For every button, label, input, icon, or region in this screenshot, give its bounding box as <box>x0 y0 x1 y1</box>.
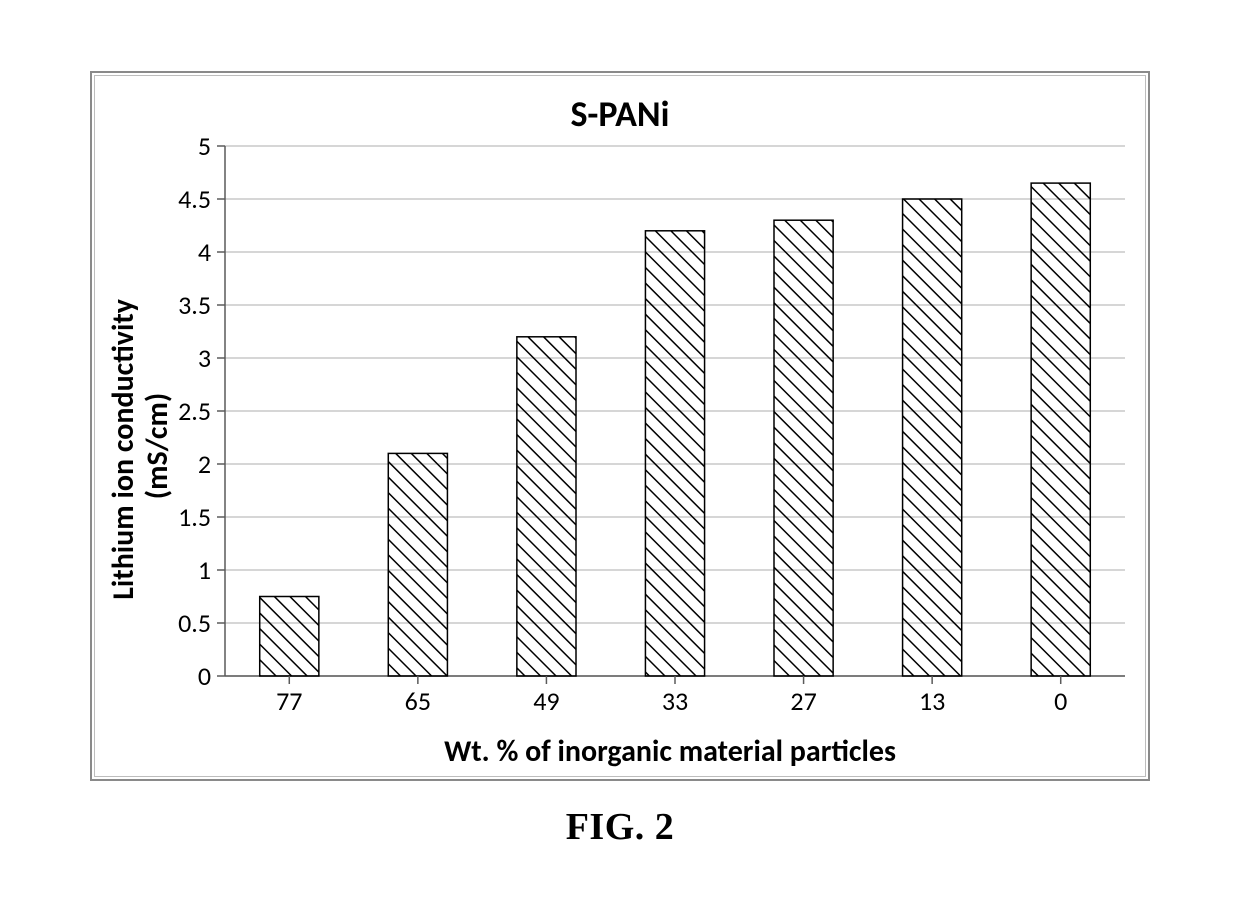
bar <box>260 596 319 676</box>
y-axis-label-line1: Lithium ion conductivity <box>105 298 142 599</box>
bar <box>903 199 962 676</box>
x-tick-label: 77 <box>276 685 302 717</box>
bar <box>517 336 576 675</box>
chart-title: S-PANi <box>571 92 670 136</box>
y-tick-label: 5 <box>198 130 211 162</box>
y-tick-label: 1 <box>198 554 211 586</box>
bar <box>1031 183 1090 676</box>
y-tick-label: 3.5 <box>178 289 211 321</box>
y-tick-label: 4.5 <box>178 183 211 215</box>
bar-chart: S-PANi Lithium ion conductivity (mS/cm) … <box>95 76 1145 776</box>
y-tick-label: 3 <box>198 342 211 374</box>
y-axis-label-group: Lithium ion conductivity (mS/cm) <box>105 292 176 600</box>
plot-area: 0 0.5 1 1.5 2 2.5 3 3.5 4 4.5 5 77 65 49 33 27 13 0 <box>178 130 1125 717</box>
bar <box>645 230 704 675</box>
x-tick-label: 33 <box>662 685 688 717</box>
y-tick-label: 2.5 <box>178 395 211 427</box>
bar <box>388 453 447 676</box>
y-axis-label-line2: (mS/cm) <box>139 392 176 498</box>
figure-container: S-PANi Lithium ion conductivity (mS/cm) … <box>0 31 1240 879</box>
chart-outer-border: S-PANi Lithium ion conductivity (mS/cm) … <box>90 71 1150 781</box>
svg-text:Lithium ion conductivity: Lithium ion conductivity (mS/cm) <box>105 292 176 600</box>
y-tick-label: 4 <box>198 236 211 268</box>
y-tick-label: 0 <box>198 660 211 692</box>
bar <box>774 220 833 676</box>
y-tick-label: 0.5 <box>178 607 211 639</box>
y-tick-label: 1.5 <box>178 501 211 533</box>
chart-inner-border: S-PANi Lithium ion conductivity (mS/cm) … <box>94 75 1146 777</box>
x-tick-label: 65 <box>405 685 431 717</box>
x-tick-label: 49 <box>533 685 559 717</box>
y-tick-label: 2 <box>198 448 211 480</box>
x-tick-label: 13 <box>919 685 945 717</box>
x-tick-label: 0 <box>1054 685 1067 717</box>
x-axis-label: Wt. % of inorganic material particles <box>444 733 896 770</box>
figure-caption: FIG. 2 <box>90 805 1150 849</box>
x-tick-label: 27 <box>790 685 816 717</box>
